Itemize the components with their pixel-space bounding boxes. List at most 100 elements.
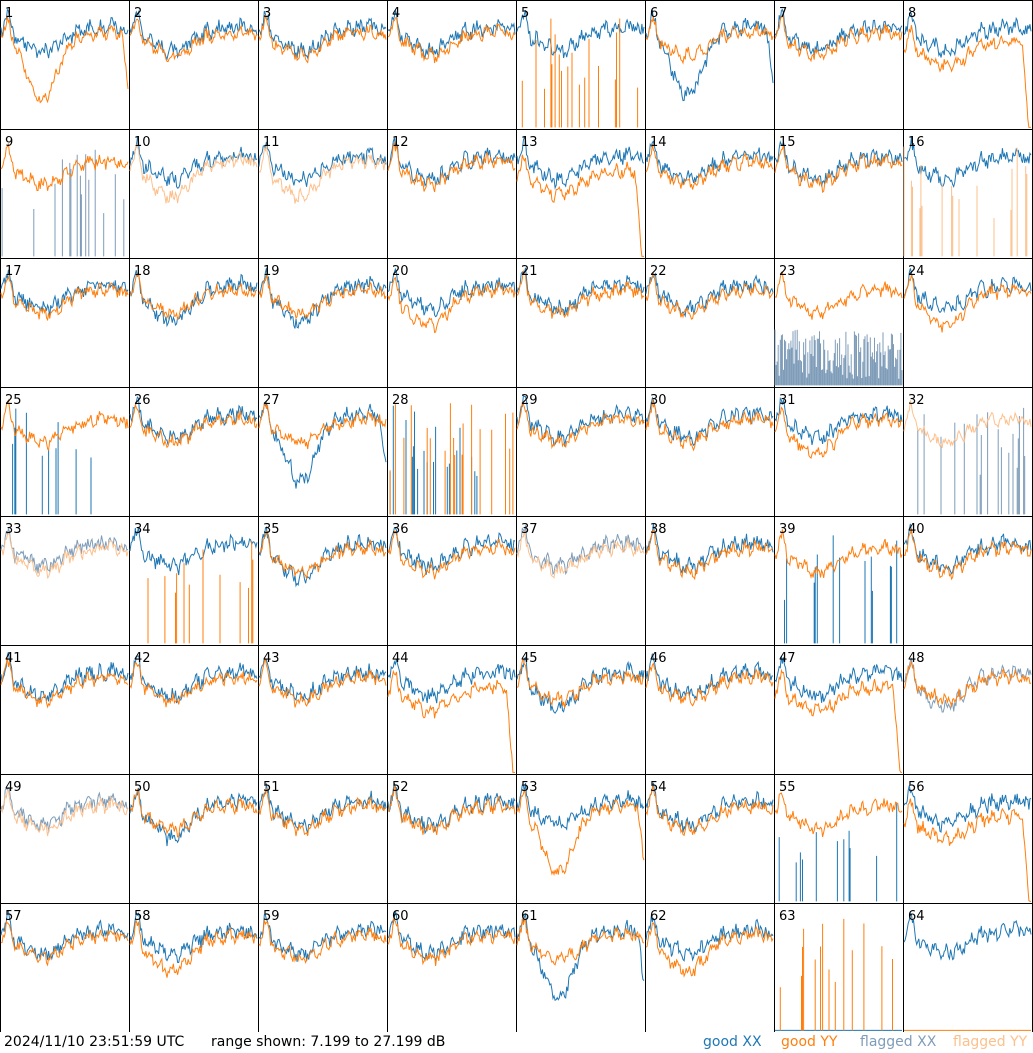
range-label: range shown: 7.199 to 27.199 dB bbox=[211, 1034, 446, 1050]
series-xx-2 bbox=[129, 9, 258, 61]
series-xx-13 bbox=[516, 136, 645, 190]
panel-frame bbox=[0, 516, 130, 646]
series-xx-47 bbox=[774, 655, 903, 703]
panel-28: 28 bbox=[387, 387, 517, 517]
series-xx-6 bbox=[645, 9, 774, 102]
series-xx-49 bbox=[0, 787, 129, 833]
panel-49: 49 bbox=[0, 774, 130, 904]
series-yy-9 bbox=[0, 143, 129, 191]
panel-11: 11 bbox=[258, 129, 388, 259]
panel-label: 53 bbox=[521, 780, 538, 795]
series-yy-21 bbox=[516, 269, 645, 319]
panel-14: 14 bbox=[645, 129, 775, 259]
panel-label: 56 bbox=[908, 780, 925, 795]
panel-label: 37 bbox=[521, 522, 538, 537]
series-yy-28 bbox=[389, 403, 514, 515]
panel-label: 34 bbox=[134, 522, 151, 537]
panel-label: 20 bbox=[392, 264, 409, 279]
panel-13: 13 bbox=[516, 129, 646, 259]
panel-5: 5 bbox=[516, 0, 646, 130]
panel-frame bbox=[129, 387, 259, 517]
panel-53: 53 bbox=[516, 774, 646, 904]
series-xx-56 bbox=[903, 785, 1032, 833]
series-yy-62 bbox=[645, 922, 774, 978]
series-xx-5 bbox=[516, 10, 645, 59]
panel-frame bbox=[645, 387, 775, 517]
series-yy-37 bbox=[516, 530, 645, 579]
series-xx-42 bbox=[129, 655, 258, 704]
series-yy-8 bbox=[903, 25, 1031, 128]
panel-label: 12 bbox=[392, 135, 409, 150]
footer-bar: 2024/11/10 23:51:59 UTC range shown: 7.1… bbox=[0, 1032, 1033, 1053]
panel-frame bbox=[258, 903, 388, 1032]
panel-17: 17 bbox=[0, 258, 130, 388]
series-xx-11 bbox=[258, 141, 387, 187]
series-xx-23 bbox=[774, 329, 903, 386]
panel-12: 12 bbox=[387, 129, 517, 259]
panel-label: 45 bbox=[521, 651, 538, 666]
panel-frame bbox=[516, 516, 646, 646]
panel-39: 39 bbox=[774, 516, 904, 646]
panel-label: 49 bbox=[5, 780, 22, 795]
panel-frame bbox=[258, 258, 388, 388]
panel-label: 1 bbox=[5, 6, 13, 21]
panel-25: 25 bbox=[0, 387, 130, 517]
series-xx-53 bbox=[516, 783, 645, 831]
series-xx-24 bbox=[903, 268, 1032, 314]
series-xx-10 bbox=[129, 136, 258, 189]
panel-frame bbox=[516, 774, 646, 904]
panel-label: 33 bbox=[5, 522, 22, 537]
panel-label: 14 bbox=[650, 135, 667, 150]
panel-62: 62 bbox=[645, 903, 775, 1032]
panel-label: 5 bbox=[521, 6, 529, 21]
panel-52: 52 bbox=[387, 774, 517, 904]
panel-10: 10 bbox=[129, 129, 259, 259]
panel-frame bbox=[774, 516, 904, 646]
panel-47: 47 bbox=[774, 645, 904, 775]
panel-label: 28 bbox=[392, 393, 409, 408]
series-xx-21 bbox=[516, 267, 645, 316]
series-yy-52 bbox=[387, 785, 516, 835]
panel-label: 25 bbox=[5, 393, 22, 408]
series-yy-36 bbox=[387, 530, 516, 580]
series-xx-58 bbox=[129, 911, 258, 964]
panel-54: 54 bbox=[645, 774, 775, 904]
panel-31: 31 bbox=[774, 387, 904, 517]
panel-label: 59 bbox=[263, 909, 280, 924]
panel-label: 46 bbox=[650, 651, 667, 666]
panel-frame bbox=[0, 129, 130, 259]
series-yy-29 bbox=[516, 401, 645, 450]
panel-frame bbox=[903, 0, 1033, 130]
series-yy-59 bbox=[258, 919, 387, 964]
panel-label: 21 bbox=[521, 264, 538, 279]
panel-4: 4 bbox=[387, 0, 517, 130]
series-yy-2 bbox=[129, 18, 258, 63]
series-xx-41 bbox=[0, 651, 129, 703]
panel-frame bbox=[387, 645, 517, 775]
panel-22: 22 bbox=[645, 258, 775, 388]
series-yy-18 bbox=[129, 272, 258, 321]
series-xx-34 bbox=[129, 527, 258, 576]
panel-frame bbox=[774, 645, 904, 775]
series-xx-29 bbox=[516, 394, 645, 447]
panel-label: 35 bbox=[263, 522, 280, 537]
panel-frame bbox=[387, 258, 517, 388]
panel-frame bbox=[516, 258, 646, 388]
series-yy-31 bbox=[774, 406, 903, 460]
panel-55: 55 bbox=[774, 774, 904, 904]
panel-label: 60 bbox=[392, 909, 409, 924]
panel-label: 61 bbox=[521, 909, 538, 924]
series-yy-58 bbox=[129, 919, 258, 978]
series-yy-13 bbox=[516, 154, 644, 257]
panel-frame bbox=[645, 516, 775, 646]
series-yy-15 bbox=[774, 144, 903, 194]
panel-30: 30 bbox=[645, 387, 775, 517]
panel-frame bbox=[387, 774, 517, 904]
panel-57: 57 bbox=[0, 903, 130, 1032]
series-yy-5 bbox=[521, 18, 639, 128]
panel-15: 15 bbox=[774, 129, 904, 259]
panel-18: 18 bbox=[129, 258, 259, 388]
series-yy-54 bbox=[645, 785, 774, 837]
panel-58: 58 bbox=[129, 903, 259, 1032]
series-yy-35 bbox=[258, 530, 387, 580]
